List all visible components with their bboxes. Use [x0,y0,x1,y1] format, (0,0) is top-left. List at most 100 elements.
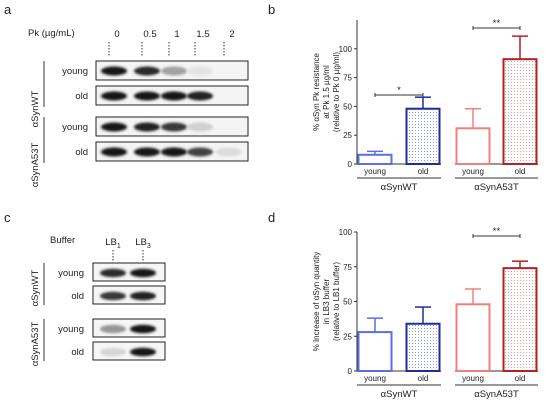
pk-concentration-value: 0 [114,29,119,40]
y-tick-label: 0 [348,160,353,169]
x-tick-label: old [515,374,526,383]
y-tick-label: 0 [348,367,353,376]
panel-b-bar-chart: 0 25 50 75 100 % αSyn Pk resistance at Pk 1.5 … [312,18,538,193]
y-axis-label: in LB3 buffer [322,279,331,325]
blot-band [187,91,213,101]
blot-band [101,147,127,157]
blot-band [100,347,126,357]
blot-row-label: old [75,147,88,158]
y-tick-label: 50 [343,298,352,307]
bar [455,127,491,165]
blot-band [134,122,160,132]
panel-d-letter: d [268,210,275,225]
blot-band [134,91,160,101]
x-group-label: αSynWT [381,389,418,400]
bar [357,153,393,165]
blot-row-label: old [71,347,84,358]
blot-band [101,91,127,101]
blot-band [161,147,187,157]
blot-band [161,66,187,76]
significance-label: ** [493,18,501,29]
x-group-label: αSynWT [381,182,418,193]
bar [357,331,393,372]
x-group-label: αSynA53T [474,182,519,193]
panel-d-chart: d 0 25 50 75 100 % Increase of αSyn quantity i… [268,210,538,400]
blot-band [100,324,126,334]
blot-row-label: young [58,268,84,279]
blot-row-label: old [75,91,88,102]
blot-band [187,147,213,157]
pk-concentration-value: 2 [229,29,234,40]
buffer-lane-label: LB1 [105,237,121,250]
y-tick-label: 100 [339,45,353,54]
x-tick-label: young [364,374,386,383]
y-axis-label: (relative to LB1 buffer) [332,262,341,341]
bar [405,322,441,372]
bar [455,303,491,372]
panel-b-chart: b 0 25 50 75 100 % αSyn Pk resistance at Pk 1.… [268,2,538,193]
y-tick-label: 50 [343,102,352,111]
blot-band [161,122,187,132]
buffer-label: Buffer [50,235,75,246]
blot-group-label: αSynWT [30,269,41,306]
pk-concentration-labels: 0 0.5 1 1.5 2 [108,29,235,57]
buffer-lane-labels: LB1 LB3 [105,237,151,261]
blot-band [130,347,156,357]
bar [405,107,441,166]
blot-band [100,268,126,278]
bar [502,267,538,373]
blot-band [130,268,156,278]
panel-c-blots: αSynWT young old αSynA53T young old [30,262,166,367]
blot-group-label: αSynA53T [30,322,41,367]
x-tick-label: young [462,167,484,176]
blot-band [134,66,160,76]
y-tick-label: 75 [343,74,352,83]
blot-row-label: young [62,122,88,133]
blot-group-label: αSynA53T [30,143,41,188]
pk-concentration-value: 1 [174,29,179,40]
blot-row-label: old [71,291,84,302]
y-axis-label: % Increase of αSyn quantity [312,252,321,352]
y-tick-label: 25 [343,131,352,140]
pk-concentration-value: 1.5 [196,29,209,40]
y-axis-label: (relative to Pk 0 µg/ml) [332,52,341,133]
significance-label: * [397,85,401,96]
panel-c-letter: c [4,210,11,225]
x-tick-label: young [462,374,484,383]
blot-band [134,147,160,157]
y-tick-label: 100 [339,228,353,237]
x-tick-label: young [364,167,386,176]
panel-b-letter: b [268,2,275,17]
blot-band [187,122,213,132]
blot-row-label: young [58,324,84,335]
panel-d-bar-chart: 0 25 50 75 100 % Increase of αSyn quantity in … [312,226,538,400]
panel-c-western-blot: c Buffer LB1 LB3 αSynWT young old αSynA53T yo… [4,210,166,367]
blot-row-label: young [62,66,88,77]
y-tick-label: 75 [343,263,352,272]
blot-band [101,66,127,76]
significance-label: ** [493,226,501,237]
panel-a-letter: a [4,2,12,17]
pk-concentration-label: Pk (µg/mL) [28,28,75,39]
blot-band [161,91,187,101]
blot-band [130,324,156,334]
blot-band [101,122,127,132]
blot-band [187,66,213,76]
blot-band [100,291,126,301]
y-tick-label: 25 [343,332,352,341]
blot-band [216,147,242,157]
blot-group-label: αSynWT [30,90,41,127]
bar [502,58,538,165]
pk-concentration-value: 0.5 [143,29,156,40]
blot-band [130,291,156,301]
y-axis-label: % αSyn Pk resistance [312,52,321,131]
x-tick-label: old [418,374,429,383]
x-tick-label: old [515,167,526,176]
y-axis-label: at Pk 1.5 µg/ml [322,65,331,119]
x-tick-label: old [418,167,429,176]
buffer-lane-label: LB3 [135,237,151,250]
x-group-label: αSynA53T [474,389,519,400]
panel-a-western-blot: a Pk (µg/mL) 0 0.5 1 1.5 2 αSynWTyoungoldαSy… [4,2,249,188]
panel-a-blots: αSynWT young old αSynA53T young old [30,60,249,188]
